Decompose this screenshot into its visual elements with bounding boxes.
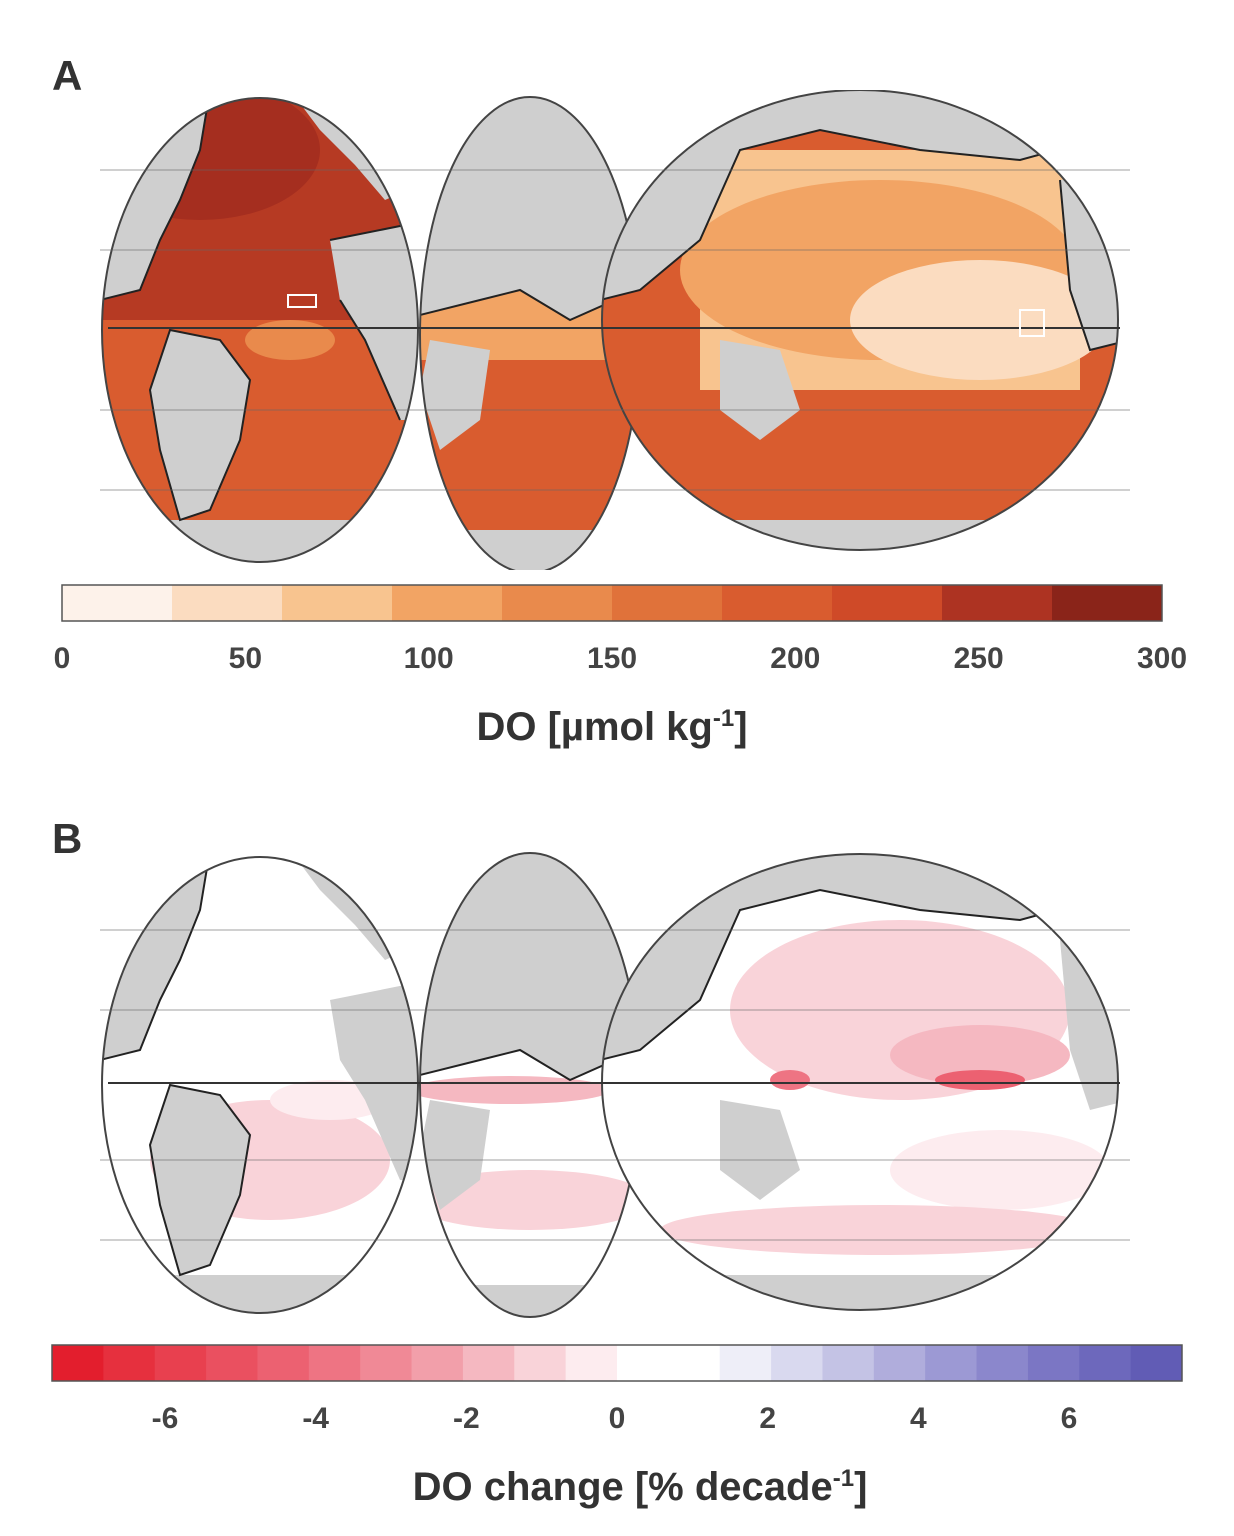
colorbar-a-frame — [61, 584, 1163, 622]
colorbar-b-swatch — [822, 1345, 875, 1381]
colorbar-a-swatch — [722, 585, 833, 621]
colorbar-a-swatch — [612, 585, 723, 621]
colorbar-b-swatch — [1130, 1345, 1183, 1381]
colorbar-b-swatch — [103, 1345, 156, 1381]
colorbar-a-tick-label: 300 — [1137, 642, 1187, 675]
colorbar-a-swatch — [62, 585, 173, 621]
colorbar-b-tick-label: 6 — [1061, 1402, 1078, 1435]
colorbar-b-swatch — [308, 1345, 361, 1381]
colorbar-b-swatch — [976, 1345, 1029, 1381]
oxygen-change-map — [100, 852, 1130, 1318]
colorbar-a-swatch — [942, 585, 1053, 621]
colorbar-b: -6 -4 -2 0 2 4 6 DO change [% decade-1] — [51, 1344, 1183, 1509]
colorbar-b-swatch — [617, 1345, 669, 1381]
colorbar-b-swatch — [52, 1345, 104, 1381]
colorbar-b-swatch — [565, 1345, 618, 1381]
colorbar-b-swatch — [771, 1345, 823, 1381]
colorbar-b-swatch — [1027, 1345, 1080, 1381]
colorbar-a-tick-label: 200 — [770, 642, 820, 675]
colorbar-b-label: DO change [% decade-1] — [413, 1465, 868, 1509]
colorbar-b-swatch — [873, 1345, 926, 1381]
colorbar-b-swatch — [360, 1345, 413, 1381]
oxygen-map — [100, 90, 1130, 570]
colorbar-b-swatch — [668, 1345, 721, 1381]
colorbar-b-tick-label: -2 — [453, 1402, 480, 1435]
colorbar-b-tick-label: 2 — [759, 1402, 776, 1435]
colorbar-a-tick-label: 50 — [229, 642, 262, 675]
colorbar-b-swatch — [925, 1345, 978, 1381]
colorbar-a-tick-label: 250 — [954, 642, 1004, 675]
colorbar-b-swatch — [462, 1345, 515, 1381]
colorbar-b-swatch — [257, 1345, 310, 1381]
colorbar-a-tick-label: 150 — [587, 642, 637, 675]
colorbar-b-frame — [51, 1344, 1183, 1382]
colorbar-a-swatch — [392, 585, 503, 621]
colorbar-b-swatch — [154, 1345, 207, 1381]
colorbar-a: 0 50 100 150 200 250 300 DO [µmol kg-1] — [54, 584, 1187, 749]
colorbar-b-swatch — [411, 1345, 464, 1381]
colorbar-a-swatch — [502, 585, 613, 621]
colorbar-a-swatch — [282, 585, 393, 621]
colorbar-b-tick-label: 0 — [609, 1402, 626, 1435]
colorbar-b-swatch — [1079, 1345, 1132, 1381]
colorbar-a-label: DO [µmol kg-1] — [476, 705, 747, 749]
colorbar-b-swatch — [206, 1345, 258, 1381]
colorbar-b-swatch — [514, 1345, 567, 1381]
colorbar-b-swatch — [719, 1345, 772, 1381]
panel-letter-a: A — [52, 52, 83, 99]
colorbar-a-swatch — [1052, 585, 1163, 621]
colorbar-a-swatch — [172, 585, 283, 621]
colorbar-b-tick-label: -6 — [152, 1402, 179, 1435]
panel-letter-b: B — [52, 815, 83, 862]
colorbar-a-tick-label: 100 — [404, 642, 454, 675]
colorbar-a-tick-label: 0 — [54, 642, 71, 675]
colorbar-a-swatch — [832, 585, 943, 621]
colorbar-b-tick-label: 4 — [910, 1402, 927, 1435]
colorbar-b-tick-label: -4 — [302, 1402, 329, 1435]
